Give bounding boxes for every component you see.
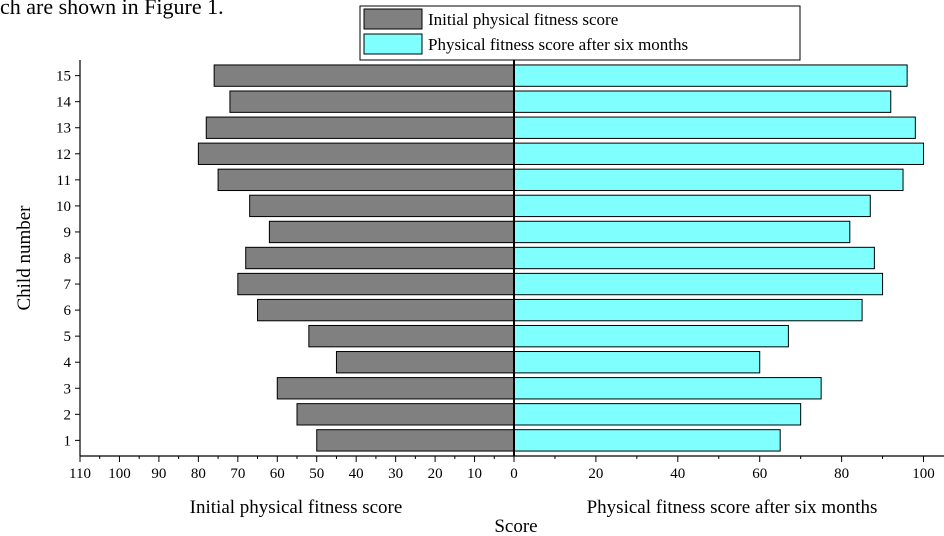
bar-after-14 bbox=[513, 90, 892, 113]
y-tick-label: 2 bbox=[64, 407, 72, 423]
y-tick-label: 11 bbox=[57, 173, 71, 189]
bar-after-11 bbox=[513, 168, 904, 192]
bar-initial-15 bbox=[213, 64, 515, 87]
x-tick-label-left: 50 bbox=[309, 466, 324, 482]
bar-initial-2 bbox=[296, 403, 515, 426]
caption-fragment: ch are shown in Figure 1. bbox=[0, 0, 224, 19]
bar-initial-11 bbox=[217, 168, 515, 192]
right-axis-label: Physical fitness score after six months bbox=[587, 497, 878, 518]
bar-initial-4 bbox=[335, 351, 515, 374]
bar-initial-8 bbox=[245, 246, 515, 270]
y-tick-label: 14 bbox=[56, 95, 72, 111]
bar-initial-9 bbox=[268, 220, 515, 244]
x-tick-label-left: 30 bbox=[388, 466, 403, 482]
bar-initial-12 bbox=[197, 142, 515, 165]
x-axis-label: Score bbox=[494, 516, 537, 536]
y-tick-label: 8 bbox=[64, 251, 72, 267]
legend-box bbox=[359, 5, 801, 61]
legend-swatch-2 bbox=[363, 33, 423, 55]
x-tick-label-right: 60 bbox=[752, 466, 767, 482]
y-axis-label: Child number bbox=[14, 205, 35, 311]
y-tick-label: 3 bbox=[64, 381, 72, 397]
bar-initial-1 bbox=[316, 429, 515, 452]
x-tick-label-left: 20 bbox=[428, 466, 443, 482]
y-tick-label: 15 bbox=[56, 69, 71, 85]
bar-after-4 bbox=[513, 351, 761, 374]
y-tick-label: 9 bbox=[64, 225, 72, 241]
y-tick-label: 10 bbox=[56, 199, 71, 215]
bar-after-15 bbox=[513, 64, 908, 87]
y-tick-label: 7 bbox=[64, 277, 72, 293]
x-tick-label-left: 10 bbox=[467, 466, 482, 482]
bar-after-9 bbox=[513, 220, 851, 244]
bars-layer bbox=[197, 64, 925, 452]
x-tick-label-left: 40 bbox=[349, 466, 364, 482]
bar-after-13 bbox=[513, 116, 916, 139]
bar-after-12 bbox=[513, 142, 925, 165]
x-tick-label-left: 70 bbox=[230, 466, 245, 482]
bar-initial-10 bbox=[249, 194, 515, 218]
bar-after-10 bbox=[513, 194, 871, 218]
x-tick-label-left: 80 bbox=[191, 466, 206, 482]
x-tick-label-right: 80 bbox=[834, 466, 849, 482]
bar-after-8 bbox=[513, 246, 875, 270]
legend-swatch-1 bbox=[363, 8, 423, 30]
y-tick-label: 4 bbox=[64, 355, 72, 371]
legend: Initial physical fitness score Physical f… bbox=[359, 5, 801, 61]
y-tick-label: 6 bbox=[64, 303, 72, 319]
x-tick-label-right: 100 bbox=[912, 466, 935, 482]
x-tick-label-right: 40 bbox=[670, 466, 685, 482]
bar-after-2 bbox=[513, 403, 802, 426]
bar-after-1 bbox=[513, 429, 781, 452]
bar-after-7 bbox=[513, 272, 884, 296]
y-tick-label: 12 bbox=[56, 147, 71, 163]
legend-label-1: Initial physical fitness score bbox=[428, 10, 618, 29]
bar-initial-3 bbox=[276, 377, 515, 400]
bar-initial-13 bbox=[205, 116, 515, 139]
y-tick-label: 5 bbox=[64, 329, 72, 345]
bar-initial-7 bbox=[237, 272, 515, 296]
bar-after-3 bbox=[513, 377, 822, 400]
x-tick-label-left: 60 bbox=[270, 466, 285, 482]
x-tick-label-left: 100 bbox=[108, 466, 131, 482]
x-tick-label-left: 90 bbox=[151, 466, 166, 482]
y-tick-label: 1 bbox=[64, 433, 72, 449]
x-tick-label-right: 20 bbox=[588, 466, 603, 482]
bar-initial-14 bbox=[229, 90, 515, 113]
x-tick-label-left: 110 bbox=[69, 466, 91, 482]
legend-label-2: Physical fitness score after six months bbox=[428, 35, 688, 54]
bar-after-6 bbox=[513, 298, 863, 322]
left-axis-label: Initial physical fitness score bbox=[190, 497, 403, 518]
bar-initial-6 bbox=[257, 298, 515, 322]
bar-initial-5 bbox=[308, 324, 515, 348]
x-tick-label-right: 0 bbox=[510, 466, 518, 482]
y-tick-label: 13 bbox=[56, 121, 71, 137]
bar-after-5 bbox=[513, 324, 789, 348]
